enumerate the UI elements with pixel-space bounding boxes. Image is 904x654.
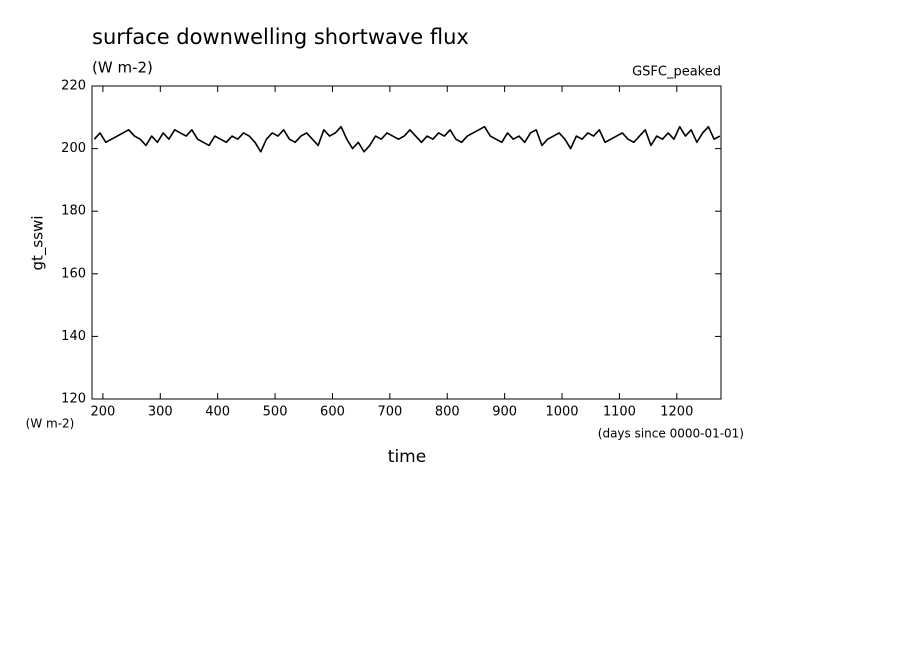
x-tick-label: 400 xyxy=(205,405,230,420)
y-tick-label: 180 xyxy=(61,204,86,219)
x-axis-unit: (days since 0000-01-01) xyxy=(598,427,744,441)
x-tick-label: 300 xyxy=(148,405,173,420)
y-tick-label: 200 xyxy=(61,141,86,156)
x-axis-label: time xyxy=(388,447,426,467)
x-tick-label: 1000 xyxy=(545,405,578,420)
x-tick-label: 600 xyxy=(320,405,345,420)
x-tick-label: 1200 xyxy=(660,405,693,420)
x-tick-label: 800 xyxy=(435,405,460,420)
y-axis-unit: (W m-2) xyxy=(26,417,75,431)
y-tick-label: 220 xyxy=(61,79,86,94)
x-tick-label: 700 xyxy=(377,405,402,420)
y-tick-label: 120 xyxy=(61,392,86,407)
plot-frame xyxy=(91,85,722,400)
x-tick-label: 900 xyxy=(492,405,517,420)
chart-title: surface downwelling shortwave flux xyxy=(92,25,469,49)
x-tick-label: 500 xyxy=(263,405,288,420)
y-axis-label: gt_sswi xyxy=(29,216,48,271)
x-tick-label: 200 xyxy=(90,405,115,420)
chart-subtitle: (W m-2) xyxy=(92,59,153,77)
data-line xyxy=(93,125,721,153)
y-tick-label: 140 xyxy=(61,329,86,344)
annotation: GSFC_peaked xyxy=(632,65,721,80)
y-tick-label: 160 xyxy=(61,266,86,281)
x-tick-label: 1100 xyxy=(603,405,636,420)
